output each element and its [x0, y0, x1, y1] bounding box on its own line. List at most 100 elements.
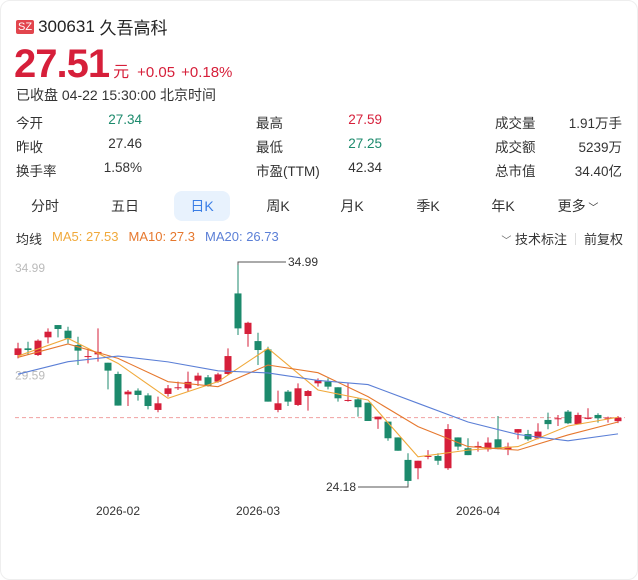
tab-6[interactable]: 年K: [475, 191, 531, 221]
candle-body: [54, 325, 62, 330]
annotate-toggle[interactable]: ﹀ 技术标注: [501, 229, 567, 248]
candle-body: [164, 388, 172, 394]
candle-body: [374, 416, 382, 420]
candle-body: [344, 399, 352, 401]
candle-body: [194, 375, 202, 381]
stat-value: 34.40亿: [574, 164, 622, 179]
candle-body: [174, 387, 182, 389]
tab-label: 更多: [557, 198, 586, 214]
stat-item: 成交额 5239万: [495, 136, 622, 156]
stat-label: 总市值: [495, 164, 536, 179]
stat-label: 昨收: [16, 140, 43, 155]
exchange-badge: SZ: [16, 19, 35, 34]
ma-legend: 均线 MA5: 27.53 MA10: 27.3 MA20: 26.73: [16, 229, 279, 248]
stat-label: 成交额: [495, 140, 536, 155]
candle-body: [104, 362, 112, 371]
ma10-line: [17, 343, 619, 451]
x-label: 2026-02: [96, 504, 140, 518]
candle-body: [324, 381, 332, 387]
candle-body: [504, 446, 512, 450]
tab-label: 月K: [340, 198, 364, 214]
candle-body: [584, 417, 592, 419]
divider: [574, 232, 576, 245]
tab-label: 季K: [416, 198, 440, 214]
candle-body: [304, 391, 312, 397]
tab-5[interactable]: 季K: [400, 191, 456, 221]
stat-item: 市盈(TTM) 42.34: [256, 160, 382, 180]
ma10-value: MA10: 27.3: [128, 229, 196, 244]
candle-body: [484, 442, 492, 450]
candle-body: [134, 390, 142, 395]
stat-item: 最低 27.25: [256, 136, 382, 156]
candle-body: [114, 373, 122, 406]
max-label: 34.99: [288, 255, 318, 269]
stat-value: 42.34: [348, 160, 382, 175]
candle-body: [44, 331, 52, 338]
candle-body: [244, 322, 252, 335]
candle-body: [144, 395, 152, 407]
candle-body: [284, 391, 292, 402]
tab-1[interactable]: 五日: [97, 191, 153, 221]
stat-label: 换手率: [16, 164, 57, 179]
candle-body: [534, 431, 542, 439]
stat-label: 最高: [256, 116, 283, 131]
tab-label: 周K: [266, 198, 290, 214]
y-label-mid: 29.59: [15, 368, 45, 382]
candle-body: [274, 403, 282, 410]
stock-name: 久吾高科: [99, 19, 168, 38]
chevron-down-icon: ﹀: [501, 236, 512, 247]
candle-body: [204, 377, 212, 387]
tab-3[interactable]: 周K: [250, 191, 306, 221]
candle-body: [334, 387, 342, 399]
max-marker-line: [237, 261, 286, 265]
ma20-value: MA20: 26.73: [205, 229, 279, 244]
candle-body: [394, 437, 402, 451]
candle-body: [404, 459, 412, 481]
price-change-pct: +0.18%: [181, 64, 233, 81]
candle-body: [24, 348, 32, 351]
stat-item: 昨收 27.46: [16, 136, 142, 156]
candle-body: [214, 374, 222, 382]
candle-body: [264, 349, 272, 402]
stat-item: 成交量 1.91万手: [495, 112, 622, 132]
kline-chart[interactable]: 34.99 29.59 34.99 24.18 2026-02 2026-03 2026-0…: [0, 250, 638, 525]
chevron-down-icon: ﹀: [585, 203, 599, 214]
candle-body: [354, 399, 362, 408]
stock-title: SZ 300631 久吾高科: [16, 14, 168, 39]
price-change: +0.05: [137, 64, 176, 81]
stat-label: 成交量: [495, 116, 536, 131]
candle-body: [64, 330, 72, 339]
candle-body: [14, 348, 22, 356]
candle-body: [424, 455, 432, 457]
adjust-button[interactable]: 前复权: [583, 232, 623, 247]
stat-value: 27.46: [108, 136, 142, 151]
candle-body: [564, 411, 572, 424]
candle-body: [524, 434, 532, 440]
candle-body: [314, 379, 322, 384]
x-label: 2026-03: [236, 504, 280, 518]
candle-body: [184, 381, 192, 389]
tab-4[interactable]: 月K: [324, 191, 380, 221]
price-unit: 元: [113, 64, 130, 81]
tab-label: 日K: [190, 198, 214, 214]
candle-body: [434, 455, 442, 461]
stat-item: 换手率 1.58%: [16, 160, 142, 180]
tab-label: 五日: [111, 198, 139, 214]
ma20-line: [17, 355, 619, 442]
candle-body: [554, 418, 562, 420]
stat-value: 27.34: [108, 112, 142, 127]
stat-value: 27.25: [348, 136, 382, 151]
chart-controls: ﹀ 技术标注 前复权: [501, 229, 623, 248]
y-label-max: 34.99: [15, 261, 45, 275]
candle-body: [474, 445, 482, 447]
tab-2[interactable]: 日K: [174, 191, 230, 221]
tab-7[interactable]: 更多 ﹀: [550, 191, 606, 221]
candle-body: [224, 356, 232, 374]
tab-label: 年K: [491, 198, 515, 214]
x-label: 2026-04: [456, 504, 500, 518]
candle-body: [84, 356, 92, 358]
tab-0[interactable]: 分时: [17, 191, 73, 221]
candle-body: [574, 414, 582, 425]
annotate-label: 技术标注: [514, 232, 567, 247]
candle-body: [384, 421, 392, 439]
